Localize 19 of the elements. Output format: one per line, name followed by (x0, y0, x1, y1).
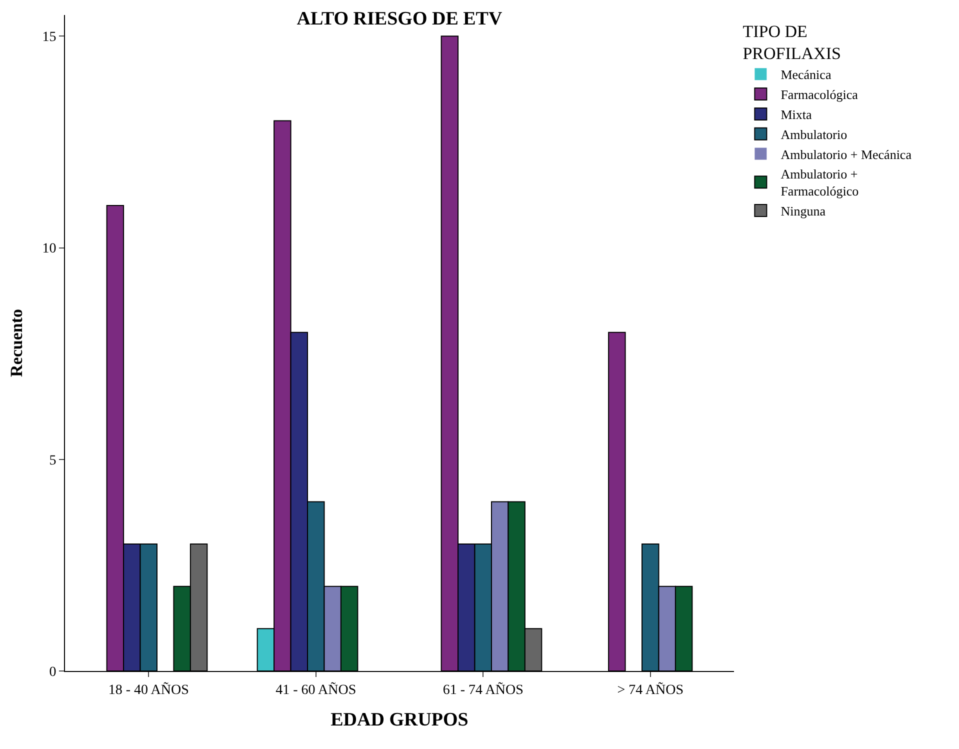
legend-label: Mecánica (780, 67, 832, 82)
x-tick-label: 41 - 60 AÑOS (276, 682, 356, 698)
x-tick-label: 61 - 74 AÑOS (442, 682, 524, 698)
x-axis-title: EDAD GRUPOS (330, 710, 468, 731)
y-tick-label: 15 (42, 30, 56, 46)
chart-title: ALTO RIESGO DE ETV (296, 8, 502, 30)
x-tick-label: > 74 AÑOS (617, 682, 684, 698)
legend-label: Ambulatorio + Farmacológico (780, 166, 859, 199)
legend-label: Ninguna (780, 204, 826, 219)
legend-label: Ambulatorio (780, 126, 848, 142)
legend-label: Ambulatorio + Mecánica (780, 146, 912, 162)
y-tick-label: 10 (42, 242, 56, 257)
y-axis-title: Recuento (6, 309, 26, 377)
legend-label: Mixta (780, 107, 812, 122)
x-tick-label: 18 - 40 AÑOS (108, 682, 189, 698)
y-tick-label: 5 (49, 453, 56, 468)
legend-label: Farmacológica (780, 87, 858, 102)
y-tick-label: 0 (49, 664, 56, 680)
legend-title: TIPO DE PROFILAXIS (742, 22, 841, 64)
